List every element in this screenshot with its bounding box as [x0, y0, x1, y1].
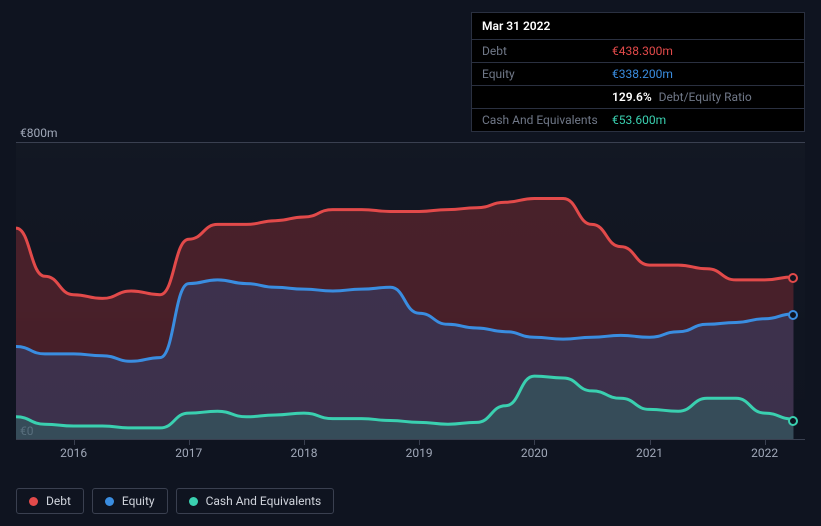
- x-tick-label: 2017: [175, 446, 202, 460]
- chart-plot-area[interactable]: [16, 142, 805, 440]
- legend: Debt Equity Cash And Equivalents: [16, 488, 334, 514]
- x-tick-mark: [304, 440, 305, 445]
- tooltip-rows: Debt€438.300mEquity€338.200m129.6% Debt/…: [472, 40, 804, 131]
- legend-label: Debt: [46, 494, 71, 508]
- legend-dot-icon: [189, 497, 198, 506]
- legend-item[interactable]: Debt: [16, 488, 84, 514]
- legend-dot-icon: [105, 497, 114, 506]
- legend-label: Cash And Equivalents: [206, 494, 322, 508]
- x-tick-mark: [650, 440, 651, 445]
- tooltip-row: Cash And Equivalents€53.600m: [472, 109, 804, 131]
- tooltip-row-value: €338.200m: [612, 67, 794, 81]
- x-tick-label: 2019: [406, 446, 433, 460]
- tooltip-row-label: Equity: [482, 67, 612, 81]
- tooltip-box: Mar 31 2022 Debt€438.300mEquity€338.200m…: [471, 12, 805, 132]
- x-tick-mark: [74, 440, 75, 445]
- legend-label: Equity: [122, 494, 155, 508]
- tooltip-row-label: [482, 90, 612, 104]
- x-tick-mark: [189, 440, 190, 445]
- tooltip-row: Debt€438.300m: [472, 40, 804, 63]
- x-tick-label: 2021: [636, 446, 663, 460]
- x-tick-mark: [534, 440, 535, 445]
- legend-item[interactable]: Cash And Equivalents: [176, 488, 335, 514]
- x-tick-mark: [419, 440, 420, 445]
- series-endpoint-marker: [788, 310, 798, 320]
- tooltip-row-value: €53.600m: [612, 113, 794, 127]
- series-endpoint-marker: [788, 416, 798, 426]
- x-tick-label: 2016: [60, 446, 87, 460]
- legend-item[interactable]: Equity: [92, 488, 168, 514]
- legend-dot-icon: [29, 497, 38, 506]
- x-tick-label: 2018: [290, 446, 317, 460]
- chart-svg: [16, 143, 805, 439]
- tooltip-row-label: Cash And Equivalents: [482, 113, 612, 127]
- x-tick-label: 2022: [751, 446, 778, 460]
- tooltip-row-value: 129.6% Debt/Equity Ratio: [612, 90, 794, 104]
- x-axis: 2016 2017 2018 2019 2020 2021 2022: [16, 440, 805, 460]
- x-tick-label: 2020: [521, 446, 548, 460]
- tooltip-date: Mar 31 2022: [472, 13, 804, 40]
- tooltip-row-value: €438.300m: [612, 44, 794, 58]
- tooltip-row: 129.6% Debt/Equity Ratio: [472, 86, 804, 109]
- chart-container: Mar 31 2022 Debt€438.300mEquity€338.200m…: [0, 0, 821, 526]
- series-endpoint-marker: [788, 273, 798, 283]
- x-tick-mark: [765, 440, 766, 445]
- y-axis-label-max: €800m: [20, 126, 58, 140]
- tooltip-row: Equity€338.200m: [472, 63, 804, 86]
- tooltip-row-label: Debt: [482, 44, 612, 58]
